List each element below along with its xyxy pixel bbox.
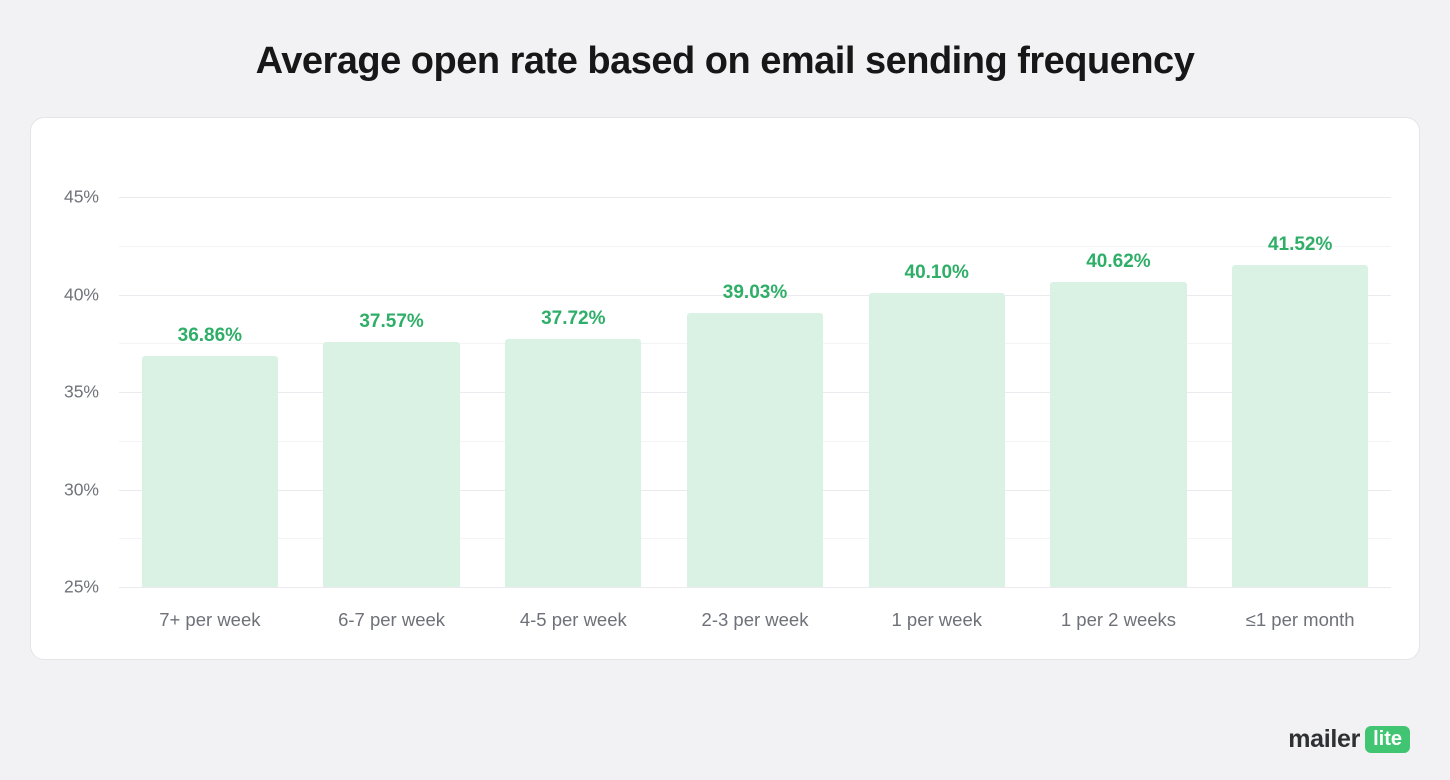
bars-container: 36.86% 7+ per week 37.57% 6-7 per week 37.72…: [119, 197, 1391, 630]
bar-category-label: 2-3 per week: [701, 609, 809, 630]
page-title: Average open rate based on email sending…: [255, 40, 1195, 82]
bar-group: 41.52% ≤1 per month: [1209, 197, 1391, 630]
y-tick-label: 25%: [63, 576, 99, 597]
bar: [1050, 282, 1187, 587]
bar-value-label: 39.03%: [722, 282, 788, 304]
bar: [323, 341, 460, 587]
gridline: [119, 294, 1391, 296]
minor-gridline: [119, 245, 1391, 247]
bar-category-label: 6-7 per week: [338, 609, 446, 630]
bar: [141, 355, 278, 587]
bar-category-label: ≤1 per month: [1245, 609, 1355, 630]
logo-text: mailer: [1288, 725, 1361, 753]
y-tick-label: 40%: [63, 284, 99, 304]
bar-value-label: 36.86%: [177, 324, 243, 346]
bar-value-label: 40.62%: [1086, 251, 1151, 273]
bar-value-label: 37.72%: [541, 307, 606, 329]
y-tick-label: 30%: [63, 479, 99, 499]
gridline: [119, 587, 1391, 588]
bar-value-label: 37.57%: [359, 310, 424, 332]
bar: [1232, 264, 1369, 587]
bar-category-label: 1 per 2 weeks: [1060, 609, 1177, 630]
y-tick-label: 45%: [63, 186, 99, 207]
plot-area: 25% 30% 35% 40% 45% 36.86% 7+ per week 37.57% 6-…: [64, 187, 1391, 630]
logo-badge: lite: [1365, 726, 1410, 753]
bar-group: 37.72% 4-5 per week: [482, 197, 664, 630]
gridline: [119, 197, 1391, 198]
bar-value-label: 40.10%: [904, 261, 969, 283]
y-tick-label: 35%: [63, 381, 99, 402]
bar-category-label: 1 per week: [891, 609, 982, 630]
bar-value-label: 41.52%: [1267, 233, 1333, 255]
bar-group: 39.03% 2-3 per week: [664, 197, 846, 630]
bar-group: 40.62% 1 per 2 weeks: [1028, 197, 1210, 630]
bar-category-label: 4-5 per week: [519, 609, 627, 630]
bar-group: 36.86% 7+ per week: [119, 197, 301, 630]
chart-card: 25% 30% 35% 40% 45% 36.86% 7+ per week 37.57% 6-…: [30, 117, 1420, 660]
bar: [686, 313, 824, 587]
bar-group: 37.57% 6-7 per week: [301, 197, 483, 630]
bar-category-label: 7+ per week: [159, 609, 261, 630]
bar: [505, 338, 642, 587]
bar-group: 40.10% 1 per week: [846, 197, 1028, 630]
bar: [868, 292, 1005, 587]
mailerlite-logo: mailer lite: [1288, 725, 1410, 754]
